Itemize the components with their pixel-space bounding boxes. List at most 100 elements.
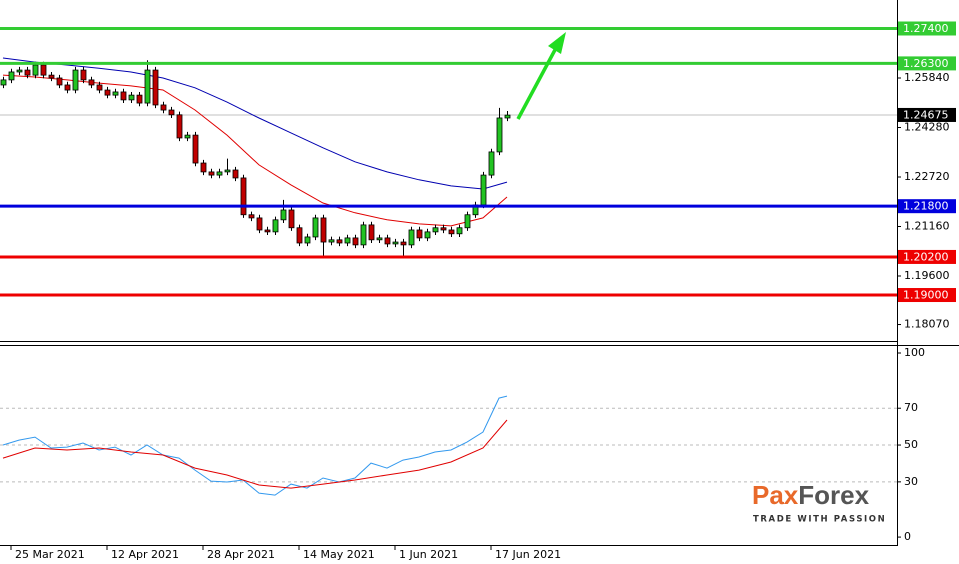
price-panel: 1.25840 1.24280 1.22720 1.21160 1.19600 1.180…	[0, 21, 956, 331]
candle-body	[192, 134, 199, 164]
candle-body	[232, 169, 239, 179]
level-label-box	[898, 56, 956, 71]
candle-body	[344, 237, 351, 244]
x-tick-label: 25 Mar 2021	[15, 548, 85, 561]
candle-body	[424, 231, 431, 239]
candle-body	[392, 241, 399, 245]
candle-body	[448, 229, 455, 235]
y-tick-label: 30	[904, 475, 918, 488]
candle-body	[280, 209, 287, 221]
candle-body	[432, 227, 439, 233]
candle-body	[376, 237, 383, 241]
candle-body	[464, 214, 471, 229]
level-label: 1.21800	[903, 200, 949, 213]
candle-body	[304, 236, 311, 244]
candle-body	[224, 169, 231, 173]
x-tick-label: 14 May 2021	[303, 548, 375, 561]
candle-body	[368, 224, 375, 241]
indicator-line	[2, 395, 508, 496]
logo-brand: PaxForex	[752, 480, 870, 510]
y-tick-label: 1.24280	[904, 120, 950, 133]
candle-body	[120, 91, 127, 101]
x-tick-label: 28 Apr 2021	[207, 548, 275, 561]
level-label: 1.19000	[903, 289, 949, 302]
candle-body	[112, 91, 119, 96]
candle-body	[272, 219, 279, 233]
candle-body	[256, 217, 263, 231]
y-tick-label: 50	[904, 438, 918, 451]
logo: PaxForex TRADE WITH PASSION	[752, 480, 886, 525]
level-label-box	[898, 21, 956, 36]
candle-body	[384, 237, 391, 245]
candle-body	[456, 227, 463, 235]
y-tick-label: 0	[904, 530, 911, 543]
candle-body	[24, 69, 31, 76]
x-tick-label: 1 Jun 2021	[399, 548, 458, 561]
y-tick-label: 1.18070	[904, 318, 950, 331]
candle-body	[400, 241, 407, 246]
y-tick-label: 1.21160	[904, 219, 950, 232]
arrow	[516, 32, 566, 120]
candle-body	[408, 229, 415, 246]
level-label: 1.20200	[903, 250, 949, 263]
candle-body	[336, 239, 343, 244]
candle-body	[440, 227, 447, 231]
candle-body	[0, 79, 7, 86]
candle-body	[160, 104, 167, 111]
candle-body	[72, 69, 79, 91]
candle-body	[496, 117, 503, 153]
candle-body	[352, 237, 359, 246]
candle-body	[488, 151, 495, 176]
candle-body	[264, 229, 271, 233]
candle-body	[56, 77, 63, 86]
candle-body	[184, 134, 191, 139]
candle-body	[40, 64, 47, 76]
candle-body	[288, 209, 295, 229]
candle-body	[208, 171, 215, 176]
candle-body	[168, 109, 175, 116]
candle-body	[176, 114, 183, 139]
candle-body	[136, 94, 143, 104]
level-label: 1.26300	[903, 57, 949, 70]
candle-body	[32, 64, 39, 76]
logo-tagline: TRADE WITH PASSION	[753, 515, 886, 525]
candle-body	[328, 239, 335, 243]
candle-body	[416, 229, 423, 239]
logo-brand-a: Pax	[752, 480, 799, 510]
moving-average	[2, 74, 508, 227]
candle-body	[96, 84, 103, 91]
x-tick-label: 17 Jun 2021	[495, 548, 561, 561]
candle-body	[248, 214, 255, 219]
candle-body	[144, 69, 151, 104]
candle-body	[320, 217, 327, 243]
indicator-line	[2, 419, 508, 489]
level-label: 1.27400	[903, 22, 949, 35]
y-tick-label: 1.19600	[904, 269, 950, 282]
candle-body	[312, 217, 319, 238]
indicator-panel: 0 30 50 70 100	[0, 346, 925, 543]
candle-body	[480, 174, 487, 206]
level-label-box	[898, 249, 956, 264]
last-price-label: 1.24675	[903, 108, 949, 121]
candle-body	[360, 224, 367, 246]
candle-body	[64, 84, 71, 91]
y-tick-label: 100	[904, 346, 925, 359]
y-tick-label: 70	[904, 401, 918, 414]
candle-body	[88, 79, 95, 86]
candle-body	[504, 114, 511, 119]
x-tick-label: 12 Apr 2021	[111, 548, 179, 561]
candle-body	[216, 171, 223, 176]
level-label-box	[898, 288, 956, 303]
candle-body	[152, 69, 159, 106]
candle-body	[48, 74, 55, 79]
level-label-box	[898, 199, 956, 214]
logo-brand-b: Forex	[798, 480, 869, 510]
candle-body	[296, 227, 303, 244]
y-tick-label: 1.25840	[904, 71, 950, 84]
candle-body	[16, 69, 23, 73]
y-tick-label: 1.22720	[904, 170, 950, 183]
moving-average	[2, 57, 508, 190]
candle-body	[128, 94, 135, 101]
